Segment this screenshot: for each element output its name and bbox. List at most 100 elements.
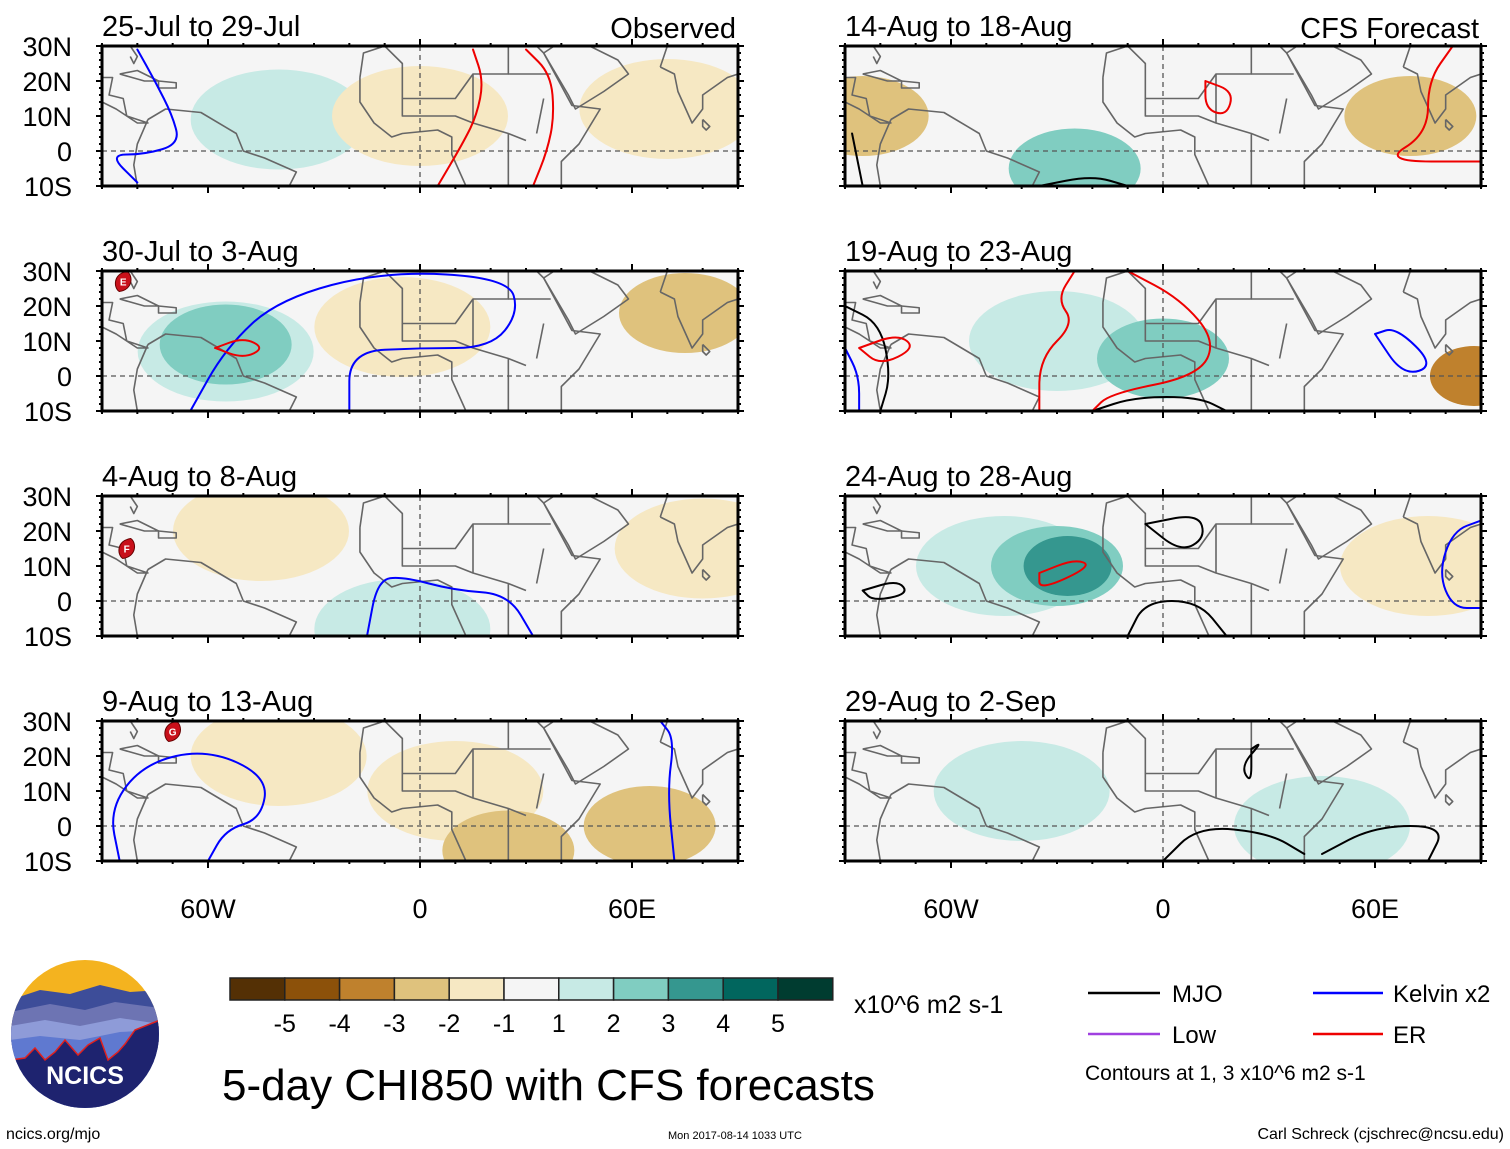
- coastline: [900, 530, 921, 539]
- coastline: [1444, 118, 1454, 131]
- latitude-tick-label: 10S: [24, 397, 72, 427]
- contour-mjo: [1126, 600, 1228, 636]
- colorbar-swatch: [777, 977, 834, 1001]
- country-border: [401, 548, 474, 574]
- coastline: [845, 526, 892, 574]
- coastline: [872, 271, 882, 290]
- contour-er: [1396, 46, 1481, 163]
- coastline: [133, 108, 298, 186]
- coastline: [701, 793, 711, 806]
- colorbar-tick-label: 1: [552, 1010, 566, 1038]
- longitude-tick-label: 60W: [923, 894, 979, 924]
- coastline: [659, 46, 738, 124]
- latitude-tick-label: 20N: [22, 742, 72, 772]
- country-border: [535, 98, 545, 134]
- contour-kelvin-x2: [659, 721, 676, 861]
- country-border: [1278, 98, 1288, 134]
- anomaly-shading: [583, 786, 716, 861]
- storm-marker-icon[interactable]: G: [164, 721, 181, 743]
- coastline: [875, 783, 1041, 861]
- coastline: [542, 496, 630, 560]
- latitude-tick-label: 0: [57, 362, 72, 392]
- country-border: [1278, 773, 1288, 809]
- latitude-tick-label: 0: [57, 812, 72, 842]
- country-border: [1278, 323, 1288, 359]
- anomaly-shading: [1097, 318, 1229, 399]
- contour-mjo: [1091, 396, 1228, 411]
- country-border: [1215, 299, 1270, 367]
- coastline: [1102, 46, 1344, 186]
- contour-mjo: [1144, 516, 1204, 549]
- coastline: [845, 751, 892, 799]
- panel-period-title: 25-Jul to 29-Jul: [102, 11, 300, 43]
- contour-kelvin-x2: [1441, 519, 1481, 609]
- author-credit: Carl Schreck (cjschrec@ncsu.edu): [1257, 1126, 1504, 1143]
- ncics-logo[interactable]: NCICS: [10, 960, 160, 1110]
- colorbar-swatch: [722, 977, 779, 1001]
- anomaly-shading: [619, 273, 738, 353]
- colorbar: -5 -4 -3 -2 -1 1 2 3 4 5: [229, 977, 834, 1038]
- storm-label: E: [120, 278, 127, 289]
- coastline: [659, 496, 738, 574]
- colorbar-tick-label: -4: [328, 1010, 350, 1038]
- anomaly-shading: [579, 59, 738, 159]
- coastline: [845, 76, 892, 124]
- website-link[interactable]: ncics.org/mjo: [6, 1126, 100, 1143]
- longitude-tick-label: 60E: [608, 894, 656, 924]
- coastline: [1402, 271, 1481, 349]
- coastline: [1285, 271, 1373, 335]
- anomaly-shading: [1344, 76, 1477, 156]
- coastline: [900, 80, 921, 89]
- map-panel: 14-Aug to 18-Aug CFS Forecast: [839, 11, 1487, 193]
- colorbar-tick-label: 5: [771, 1010, 785, 1038]
- x-axis-labels-right: 60W 0 60E: [923, 894, 1399, 924]
- latitude-tick-label: 10N: [22, 777, 72, 807]
- colorbar-tick-label: -5: [274, 1010, 296, 1038]
- coastline: [157, 80, 177, 89]
- coastline: [1444, 343, 1454, 356]
- contour-mjo: [1321, 825, 1440, 861]
- latitude-tick-label: 30N: [22, 482, 72, 512]
- anomaly-shading: [1008, 128, 1141, 186]
- panel-period-title: 14-Aug to 18-Aug: [845, 11, 1072, 43]
- latitude-tick-label: 0: [57, 137, 72, 167]
- logo-text: NCICS: [46, 1062, 124, 1090]
- latitude-tick-label: 20N: [22, 517, 72, 547]
- map-panel: F 4-Aug to 8-Aug 30N 20N 10N 0 10S: [22, 461, 744, 652]
- contour-mjo: [861, 582, 906, 600]
- coastline: [542, 46, 630, 110]
- latitude-tick-label: 20N: [22, 67, 72, 97]
- map-panel: 19-Aug to 23-Aug: [839, 236, 1487, 418]
- anomaly-shading: [1429, 346, 1481, 406]
- latitude-tick-label: 0: [57, 587, 72, 617]
- colorbar-tick-label: -2: [438, 1010, 460, 1038]
- anomaly-shading: [314, 579, 491, 636]
- coastline: [659, 271, 738, 349]
- country-border: [472, 524, 527, 592]
- x-axis-labels-left: 60W 0 60E: [180, 894, 656, 924]
- country-border: [401, 773, 474, 799]
- coastline: [1285, 496, 1373, 560]
- coastline: [359, 271, 602, 411]
- coastline: [875, 333, 1041, 411]
- country-border: [472, 299, 527, 367]
- anomaly-shading: [845, 76, 929, 156]
- contour-er: [858, 336, 911, 363]
- colorbar-units: x10^6 m2 s-1: [854, 991, 1003, 1019]
- country-border: [472, 74, 527, 142]
- country-border: [1144, 98, 1217, 124]
- storm-marker-icon[interactable]: F: [118, 537, 136, 560]
- observed-label: Observed: [610, 13, 736, 45]
- country-border: [1144, 323, 1217, 349]
- coastline: [1444, 793, 1454, 806]
- coastline: [1402, 721, 1481, 799]
- contour-kelvin-x2: [1374, 328, 1428, 373]
- country-border: [535, 773, 545, 809]
- storm-label: G: [169, 728, 177, 739]
- colorbar-tick-label: 4: [716, 1010, 730, 1038]
- storm-marker-icon[interactable]: E: [114, 271, 132, 293]
- panel-period-title: 19-Aug to 23-Aug: [845, 236, 1072, 268]
- coastline: [900, 305, 921, 314]
- country-border: [535, 323, 545, 359]
- coastline: [875, 558, 1041, 636]
